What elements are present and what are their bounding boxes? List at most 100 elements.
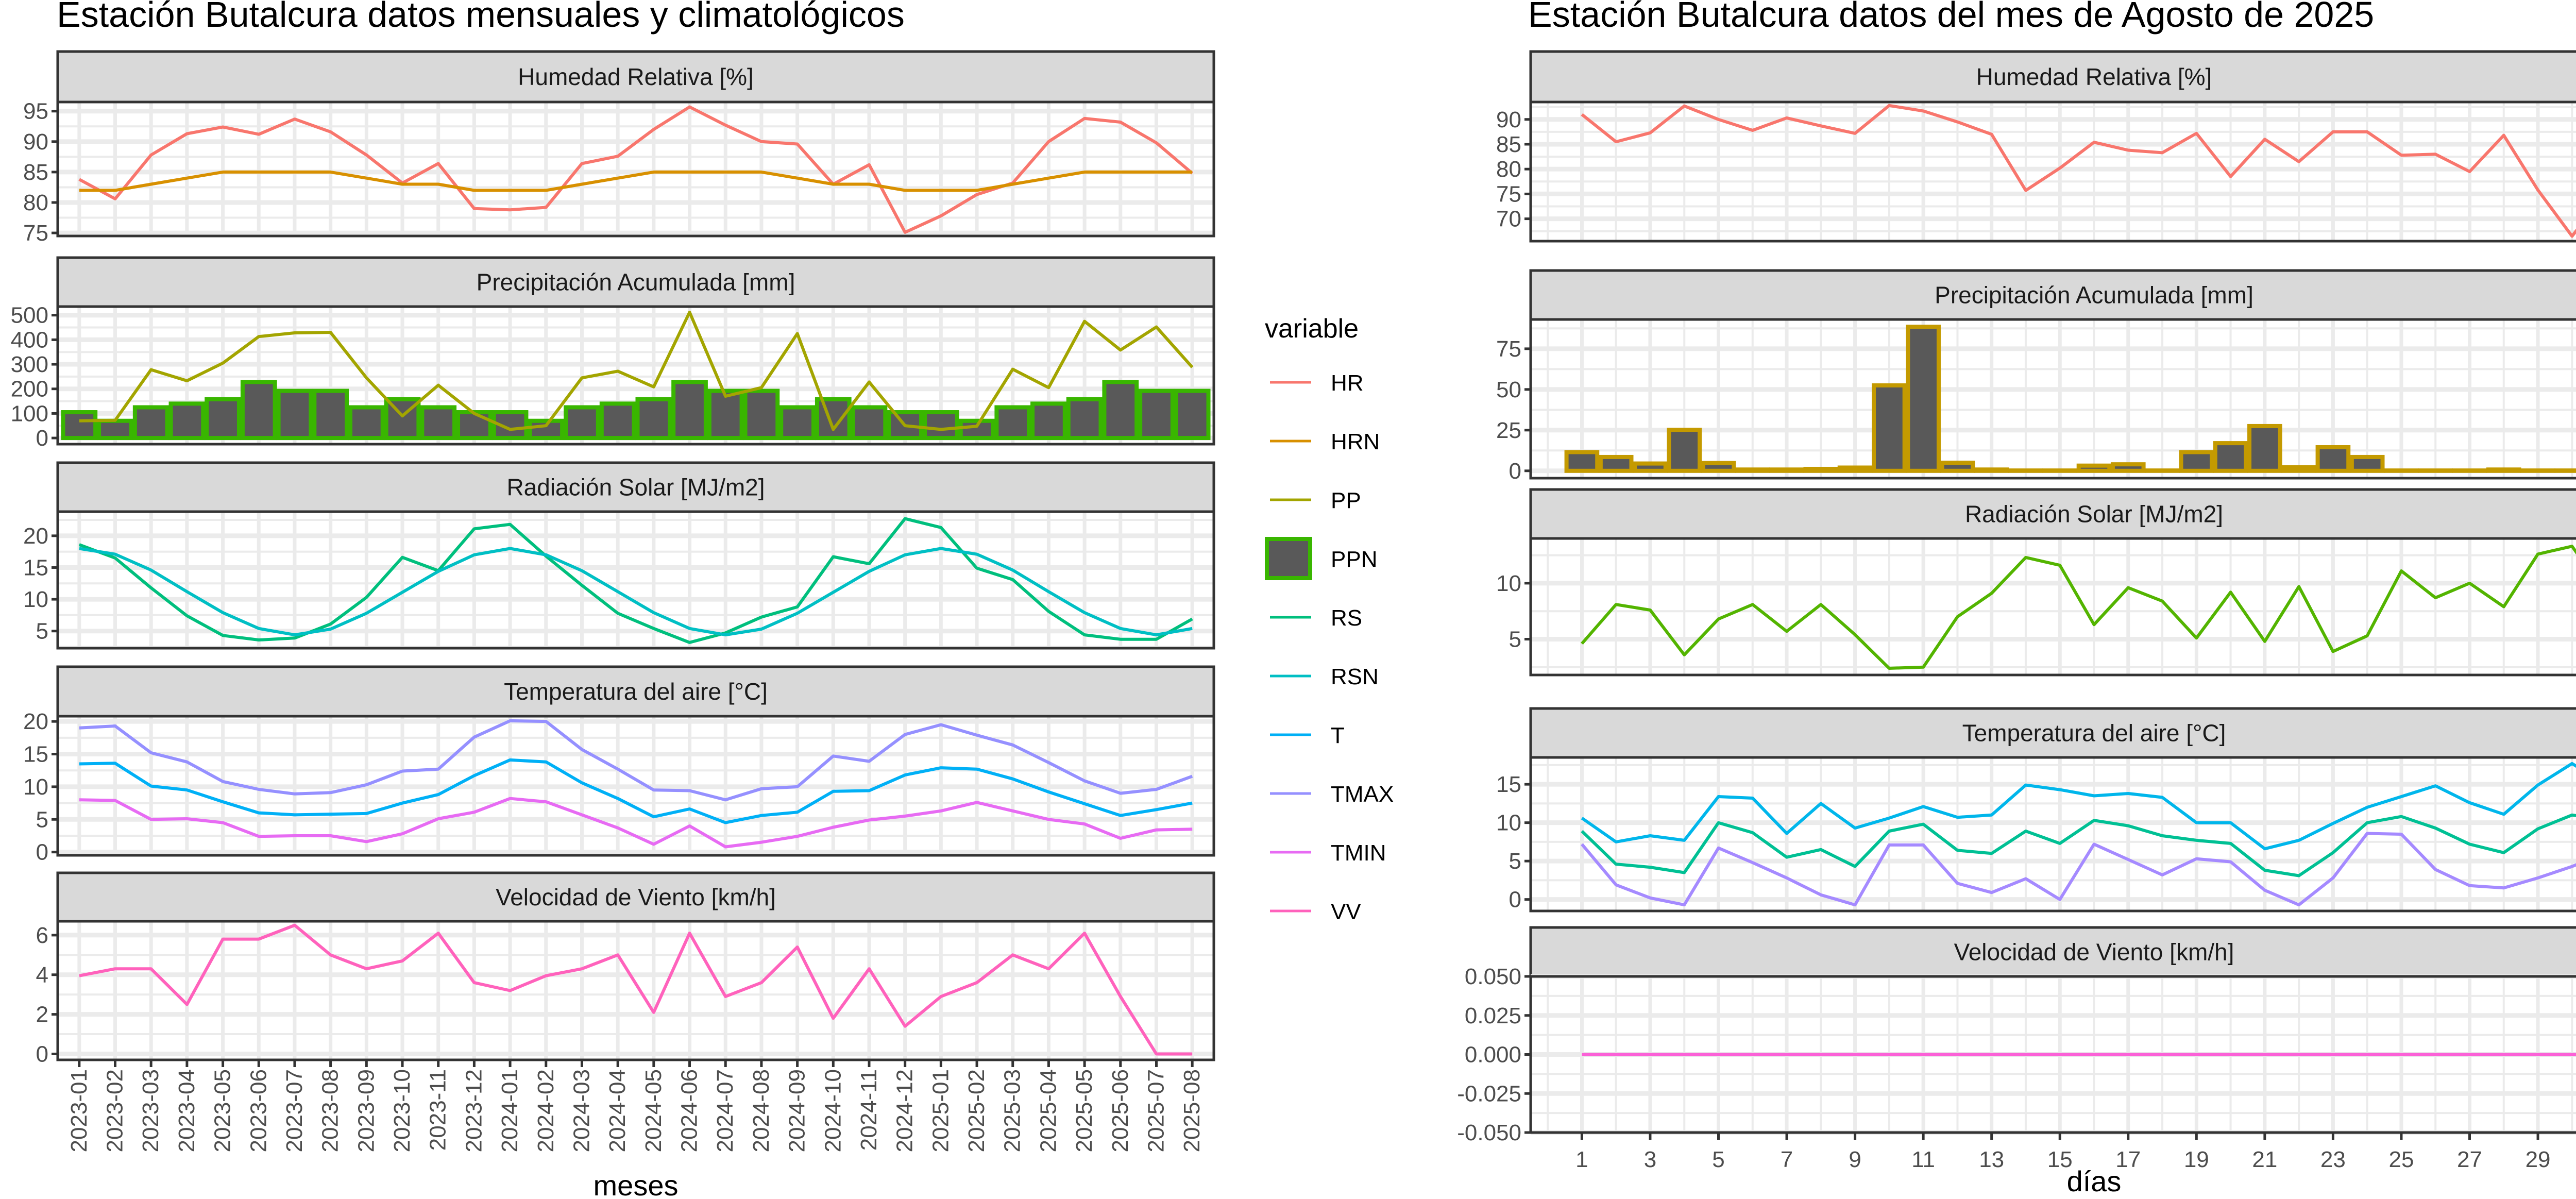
bar-PPN bbox=[994, 405, 1031, 441]
bar-PP bbox=[1769, 467, 1804, 473]
y-tick-label: 10 bbox=[1496, 571, 1521, 596]
legend-item: HRN bbox=[1270, 429, 1380, 454]
panel-border bbox=[1529, 537, 2576, 677]
facet-strip bbox=[1529, 926, 2576, 978]
bar-PPN bbox=[1138, 389, 1175, 441]
panel-border bbox=[56, 510, 1215, 650]
bar-PP bbox=[1564, 450, 1600, 473]
series-line-TMIN bbox=[79, 797, 1193, 849]
facet-strip-label: Radiación Solar [MJ/m2] bbox=[506, 474, 765, 501]
series-line-RSN bbox=[79, 547, 1193, 637]
y-tick-label: 5 bbox=[1509, 627, 1521, 652]
y-tick-label: 0.050 bbox=[1465, 964, 1521, 989]
x-tick-label: 2023-02 bbox=[103, 1069, 128, 1152]
bar-PP bbox=[2384, 468, 2419, 473]
facet-panel: Temperatura del aire [°C] 0 5 10 15 20 bbox=[23, 665, 1215, 865]
legend-label: VV bbox=[1331, 899, 1361, 924]
facet-strip-label: Temperatura del aire [°C] bbox=[1962, 720, 2226, 747]
y-tick-label: 0 bbox=[1509, 887, 1521, 913]
x-tick-label: 7 bbox=[1781, 1147, 1793, 1172]
x-tick-label: 2025-02 bbox=[964, 1069, 989, 1152]
bar-PPN bbox=[276, 389, 313, 441]
y-tick-label: 0 bbox=[1509, 459, 1521, 484]
bar-PP bbox=[1974, 467, 2009, 473]
facet-strip bbox=[56, 871, 1215, 923]
legend-label: RSN bbox=[1331, 664, 1379, 689]
facet-panel: Radiación Solar [MJ/m2] 5 10 bbox=[1496, 488, 2576, 677]
bar-PPN bbox=[348, 405, 385, 441]
legend-item: RS bbox=[1270, 605, 1362, 631]
y-tick-label: 6 bbox=[36, 923, 48, 948]
bar-PP bbox=[2213, 441, 2248, 473]
facet-panel: Humedad Relativa [%] 75 80 85 90 95 bbox=[23, 50, 1215, 246]
x-tick-label: 2025-08 bbox=[1179, 1069, 1205, 1152]
bar-PPN bbox=[97, 418, 133, 441]
panel-border bbox=[1529, 756, 2576, 913]
legend-key-bar bbox=[1265, 537, 1312, 580]
x-tick-label: 2024-01 bbox=[497, 1069, 522, 1152]
bar-PPN bbox=[240, 380, 277, 441]
facet-strip-label: Velocidad de Viento [km/h] bbox=[1954, 939, 2234, 966]
chart-title: Estación Butalcura datos mensuales y cli… bbox=[57, 0, 905, 35]
daily-chart: Estación Butalcura datos del mes de Agos… bbox=[1457, 0, 2576, 1197]
bar-PP bbox=[2179, 450, 2214, 473]
bar-PP bbox=[2486, 467, 2521, 473]
legend-item: TMIN bbox=[1270, 840, 1386, 866]
bar-PP bbox=[2315, 445, 2351, 473]
x-tick-label: 2025-07 bbox=[1143, 1069, 1168, 1152]
bar-PP bbox=[2520, 468, 2555, 473]
x-tick-label: 2024-03 bbox=[569, 1069, 594, 1152]
panel-border bbox=[56, 305, 1215, 446]
y-tick-label: 20 bbox=[23, 709, 48, 734]
y-tick-label: 400 bbox=[11, 327, 48, 352]
facet-strip bbox=[56, 50, 1215, 104]
legend-label: HRN bbox=[1331, 429, 1380, 454]
y-tick-label: -0.025 bbox=[1457, 1081, 1521, 1106]
y-tick-label: 10 bbox=[23, 587, 48, 612]
bar-PP bbox=[2418, 468, 2453, 473]
x-tick-label: 2025-06 bbox=[1108, 1069, 1133, 1152]
x-tick-label: 2024-08 bbox=[749, 1069, 774, 1152]
x-tick-label: 2023-05 bbox=[210, 1069, 235, 1152]
bar-PPN bbox=[923, 410, 959, 441]
x-tick-label: 29 bbox=[2526, 1147, 2551, 1172]
panel-border bbox=[56, 715, 1215, 857]
bar-PP bbox=[2452, 468, 2487, 473]
x-tick-label: 15 bbox=[2047, 1147, 2073, 1172]
legend-item: RSN bbox=[1270, 664, 1379, 689]
y-tick-label: 80 bbox=[23, 190, 48, 215]
x-tick-label: 2023-08 bbox=[318, 1069, 343, 1152]
y-tick-label: 0 bbox=[36, 426, 48, 451]
y-tick-label: 50 bbox=[1496, 377, 1521, 402]
y-tick-label: 75 bbox=[23, 221, 48, 246]
x-tick-label: 17 bbox=[2115, 1147, 2141, 1172]
bar-PPN bbox=[851, 405, 888, 441]
y-tick-label: 95 bbox=[23, 99, 48, 124]
y-tick-label: 10 bbox=[1496, 810, 1521, 836]
bar-PPN bbox=[599, 401, 636, 441]
y-tick-label: 5 bbox=[36, 619, 48, 644]
series-line-TMIN bbox=[1581, 832, 2576, 907]
monthly-chart: Estación Butalcura datos mensuales y cli… bbox=[11, 0, 1394, 1199]
bar-PPN bbox=[671, 380, 708, 441]
x-tick-label: 13 bbox=[1979, 1147, 2004, 1172]
y-tick-label: 5 bbox=[1509, 849, 1521, 874]
y-tick-label: 85 bbox=[1496, 132, 1521, 157]
bar-PPN bbox=[887, 410, 924, 441]
y-tick-label: 500 bbox=[11, 303, 48, 328]
x-axis-title: meses bbox=[594, 1169, 679, 1199]
x-tick-label: 2023-06 bbox=[246, 1069, 271, 1152]
x-tick-label: 2023-11 bbox=[426, 1069, 451, 1151]
series-line-PP bbox=[79, 311, 1194, 431]
x-tick-label: 2024-06 bbox=[677, 1069, 702, 1152]
x-tick-label: 2025-05 bbox=[1072, 1069, 1097, 1152]
legend-label: T bbox=[1331, 723, 1345, 748]
x-tick-label: 2025-01 bbox=[928, 1069, 953, 1152]
series-line-HRN bbox=[79, 170, 1193, 192]
series-line-TMAX bbox=[1581, 762, 2576, 851]
facet-panel: Velocidad de Viento [km/h] 0 2 4 6 bbox=[36, 871, 1215, 1067]
facet-strip-label: Humedad Relativa [%] bbox=[1976, 63, 2212, 90]
legend-label: TMIN bbox=[1331, 840, 1386, 866]
x-tick-label: 2023-03 bbox=[138, 1069, 163, 1152]
series-line-RS bbox=[1581, 545, 2576, 670]
